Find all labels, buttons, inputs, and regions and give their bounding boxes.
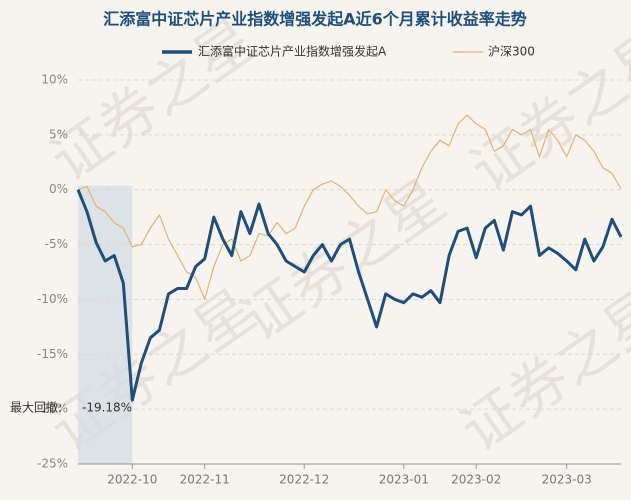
y-tick-label: 10% xyxy=(41,73,68,87)
series-line xyxy=(77,114,622,300)
legend-label: 沪深300 xyxy=(488,45,535,59)
y-tick-label: 5% xyxy=(49,127,68,141)
x-tick-label: 2022-11 xyxy=(180,473,230,487)
y-tick-label: -25% xyxy=(37,457,68,471)
drawdown-value: -19.18% xyxy=(82,401,132,415)
y-tick-label: -5% xyxy=(45,237,68,251)
series-line xyxy=(76,189,623,402)
y-tick-label: -10% xyxy=(37,292,68,306)
drawdown-shade xyxy=(78,185,133,464)
x-tick-label: 2023-02 xyxy=(451,473,501,487)
x-tick-label: 2022-10 xyxy=(107,473,157,487)
x-tick-label: 2023-01 xyxy=(379,473,429,487)
y-tick-label: -15% xyxy=(37,347,68,361)
chart-title: 汇添富中证芯片产业指数增强发起A近6个月累计收益率走势 xyxy=(103,10,527,29)
y-tick-label: 0% xyxy=(49,182,68,196)
drawdown-label: 最大回撤: xyxy=(10,400,62,415)
x-tick-label: 2022-12 xyxy=(279,473,329,487)
x-tick-label: 2023-03 xyxy=(542,473,592,487)
y-tick-label: -20% xyxy=(37,402,68,416)
legend-label: 汇添富中证芯片产业指数增强发起A xyxy=(198,44,387,59)
